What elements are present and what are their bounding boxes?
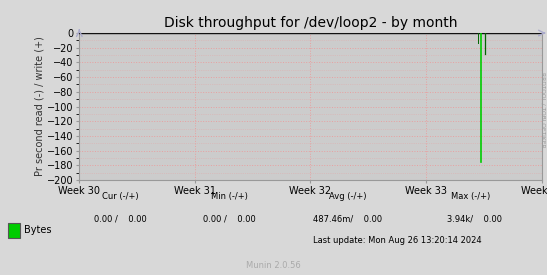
Text: 3.94k/    0.00: 3.94k/ 0.00: [439, 214, 502, 223]
Text: 487.46m/    0.00: 487.46m/ 0.00: [313, 214, 382, 223]
Text: Min (-/+): Min (-/+): [211, 192, 248, 201]
Text: 0.00 /    0.00: 0.00 / 0.00: [94, 214, 147, 223]
Text: Avg (-/+): Avg (-/+): [329, 192, 366, 201]
Text: 0.00 /    0.00: 0.00 / 0.00: [203, 214, 256, 223]
Y-axis label: Pr second read (-) / write (+): Pr second read (-) / write (+): [34, 37, 44, 177]
Text: Cur (-/+): Cur (-/+): [102, 192, 138, 201]
Text: Munin 2.0.56: Munin 2.0.56: [246, 261, 301, 270]
Text: Last update: Mon Aug 26 13:20:14 2024: Last update: Mon Aug 26 13:20:14 2024: [313, 236, 481, 245]
Text: RRDTOOL / TOBI OETIKER: RRDTOOL / TOBI OETIKER: [541, 72, 546, 148]
Text: Max (-/+): Max (-/+): [451, 192, 490, 201]
Title: Disk throughput for /dev/loop2 - by month: Disk throughput for /dev/loop2 - by mont…: [164, 16, 457, 31]
Text: Bytes: Bytes: [24, 225, 51, 235]
